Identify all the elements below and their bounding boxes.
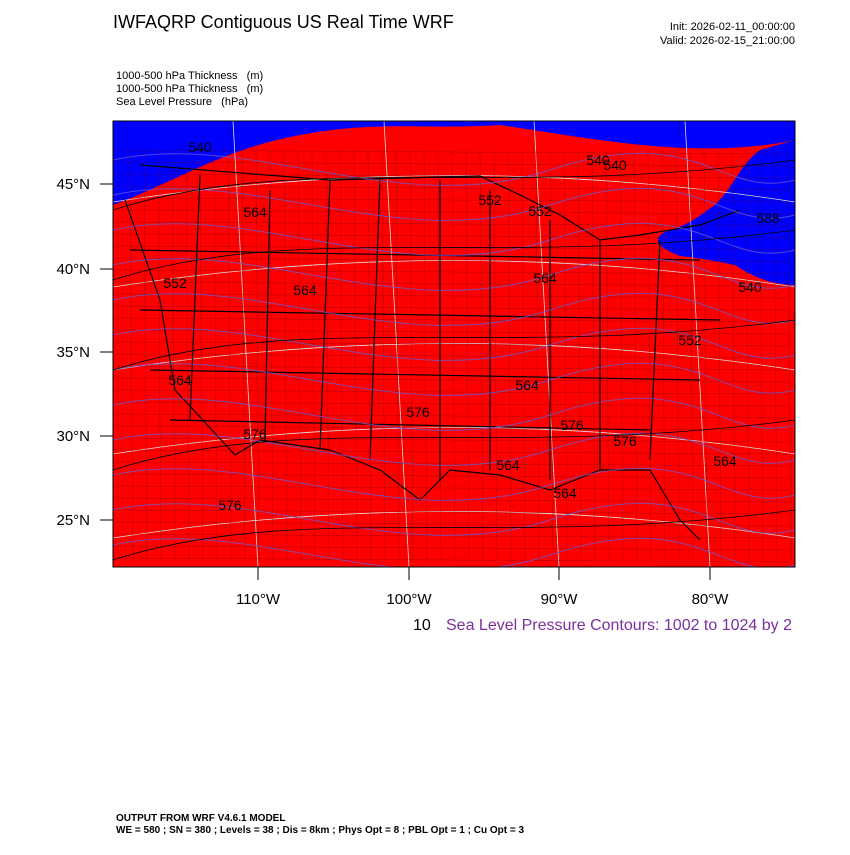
contour-note-prefix: 10 [413,617,431,634]
contour-label: 540 [738,279,762,295]
contour-label: 540 [603,157,627,173]
contour-label: 564 [496,457,520,473]
pressure-contour [113,292,795,326]
pressure-contour [113,397,795,431]
thickness-contour [113,419,795,471]
lat-label: 40°N [56,261,90,278]
field-label: 1000-500 hPa Thickness (m) [116,83,263,95]
pressure-contour [113,467,795,501]
title: IWFAQRP Contiguous US Real Time WRF [113,12,454,32]
lon-label: 90°W [541,591,579,608]
lat-label: 30°N [56,428,90,445]
valid-time: Valid: 2026-02-15_21:00:00 [660,35,795,47]
contour-label: 588 [756,210,780,226]
graticule-line [383,121,410,567]
contour-label: 540 [586,152,610,168]
contour-label: 552 [678,332,702,348]
map-area [113,121,795,567]
contour-label: 576 [560,417,584,433]
contour-label: 564 [293,282,317,298]
contour-label: 540 [188,139,212,155]
contour-label: 564 [533,270,557,286]
graticule-line [533,121,560,567]
contour-label: 552 [163,275,187,291]
contour-note: Sea Level Pressure Contours: 1002 to 102… [446,617,792,634]
contour-label: 576 [218,497,242,513]
contour-label: 564 [243,204,267,220]
footer-settings: WE = 580 ; SN = 380 ; Levels = 38 ; Dis … [116,825,524,836]
thickness-contour [113,159,795,211]
lon-label: 80°W [692,591,730,608]
contour-label: 576 [243,426,267,442]
lat-label: 25°N [56,512,90,529]
contour-label: 564 [515,377,539,393]
pressure-contour [113,537,795,567]
thickness-contour [113,509,795,561]
contour-label: 564 [168,372,192,388]
pressure-contour [113,222,795,256]
graticule-line [113,260,795,288]
thickness-contour [113,229,795,281]
contour-label: 552 [478,192,502,208]
graticule-line [113,175,795,203]
pressure-contour [113,432,795,466]
init-time: Init: 2026-02-11_00:00:00 [670,21,795,33]
lat-label: 45°N [56,176,90,193]
thickness-contours [113,159,795,561]
pressure-contour [113,257,795,291]
map-frame [112,120,796,568]
pressure-contour [113,502,795,536]
pressure-contour [113,187,795,221]
lat-label: 35°N [56,344,90,361]
field-label: Sea Level Pressure (hPa) [116,96,248,108]
pressure-contour [113,362,795,396]
pressure-contour [113,327,795,361]
contour-label: 564 [553,485,577,501]
cold-region [113,121,795,205]
contour-label: 576 [613,433,637,449]
thickness-contour [113,319,795,371]
lon-label: 110°W [236,591,281,608]
field-label: 1000-500 hPa Thickness (m) [116,70,263,82]
contour-label: 564 [713,453,737,469]
graticule-line [113,511,795,539]
contour-label: 576 [406,404,430,420]
pressure-contours [113,152,795,567]
pressure-contour [113,152,795,186]
footer-model: OUTPUT FROM WRF V4.6.1 MODEL [116,813,285,824]
lon-label: 100°W [386,591,432,608]
contour-label: 552 [528,203,552,219]
